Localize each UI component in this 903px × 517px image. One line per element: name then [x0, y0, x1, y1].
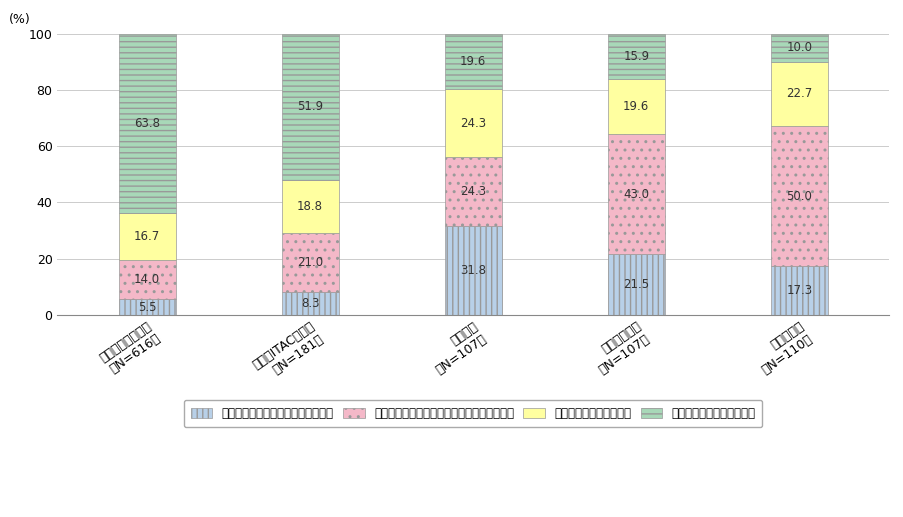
- Bar: [282, 292, 339, 315]
- Text: 24.3: 24.3: [460, 185, 486, 198]
- Bar: [607, 134, 664, 254]
- Text: 21.5: 21.5: [622, 278, 648, 291]
- Text: 24.3: 24.3: [460, 117, 486, 130]
- Text: 63.8: 63.8: [134, 117, 160, 130]
- Text: 18.8: 18.8: [297, 200, 322, 212]
- Text: 19.6: 19.6: [622, 100, 648, 113]
- Text: 19.6: 19.6: [460, 55, 486, 68]
- Text: 14.0: 14.0: [134, 273, 160, 286]
- Text: 16.7: 16.7: [134, 230, 160, 243]
- Legend: 具体的な内容も含めて、知っている, 知っているが、具体的な内容までは知らない, 名前は聞いたことがある, 知らない（初めて聞いた）: 具体的な内容も含めて、知っている, 知っているが、具体的な内容までは知らない, …: [184, 400, 761, 427]
- Bar: [118, 213, 175, 260]
- Text: 21.0: 21.0: [297, 255, 323, 268]
- Bar: [607, 79, 664, 134]
- Text: 17.3: 17.3: [786, 284, 812, 297]
- Bar: [770, 126, 827, 266]
- Text: 31.8: 31.8: [460, 264, 486, 277]
- Bar: [444, 89, 501, 157]
- Text: 43.0: 43.0: [622, 188, 648, 201]
- Bar: [444, 157, 501, 225]
- Bar: [282, 180, 339, 233]
- Bar: [770, 62, 827, 126]
- Bar: [444, 225, 501, 315]
- Text: 50.0: 50.0: [786, 190, 812, 203]
- Y-axis label: (%): (%): [9, 12, 31, 25]
- Bar: [118, 260, 175, 299]
- Bar: [770, 266, 827, 315]
- Bar: [770, 34, 827, 62]
- Bar: [444, 34, 501, 89]
- Bar: [607, 34, 664, 79]
- Text: 5.5: 5.5: [137, 300, 156, 314]
- Bar: [118, 34, 175, 213]
- Bar: [282, 233, 339, 292]
- Bar: [282, 34, 339, 180]
- Text: 51.9: 51.9: [297, 100, 323, 113]
- Bar: [607, 254, 664, 315]
- Text: 22.7: 22.7: [786, 87, 812, 100]
- Text: 10.0: 10.0: [786, 41, 812, 54]
- Text: 15.9: 15.9: [622, 50, 648, 63]
- Bar: [118, 299, 175, 315]
- Text: 8.3: 8.3: [301, 297, 319, 310]
